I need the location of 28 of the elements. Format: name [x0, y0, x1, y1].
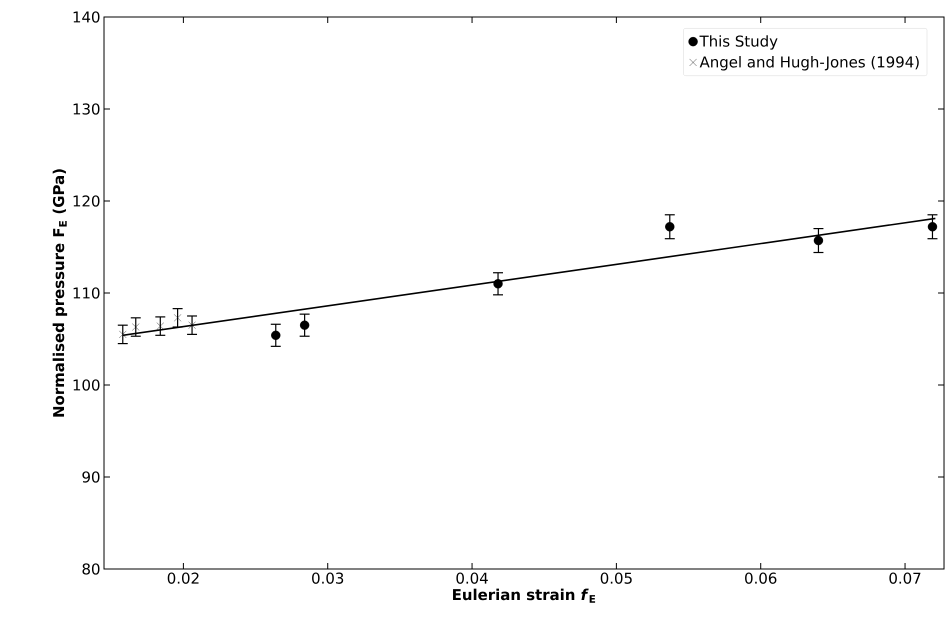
point	[928, 222, 938, 232]
point	[156, 322, 164, 330]
x-tick-label: 0.02	[168, 572, 199, 584]
y-tick-label: 90	[82, 471, 100, 483]
point	[174, 314, 182, 322]
y-tick-label: 80	[82, 563, 100, 575]
x-tick-label: 0.03	[312, 572, 344, 584]
x-tick-label: 0.04	[456, 572, 488, 584]
point	[300, 320, 310, 330]
x-tick-label: 0.07	[889, 572, 920, 584]
y-tick-label: 100	[74, 379, 100, 391]
y-tick-label: 130	[74, 103, 100, 115]
y-tick-label: 140	[74, 11, 100, 23]
x-axis-title: Eulerian strain f$_{E}$	[453, 588, 596, 603]
point	[665, 222, 674, 232]
point	[132, 323, 140, 331]
legend-label: Angel and Hugh-Jones (1994)	[700, 56, 919, 70]
legend-label: This Study	[700, 35, 778, 50]
point	[271, 330, 280, 340]
x-tick-label: 0.05	[600, 572, 632, 584]
x-tick-label: 0.06	[745, 572, 776, 584]
y-axis-title: Normalised pressure F$_{E}$ (GPa)	[52, 169, 68, 417]
point	[814, 236, 824, 246]
point	[119, 330, 126, 338]
point	[188, 321, 196, 329]
point	[493, 279, 503, 288]
y-tick-label: 110	[74, 287, 100, 299]
y-tick-label: 120	[74, 195, 100, 207]
